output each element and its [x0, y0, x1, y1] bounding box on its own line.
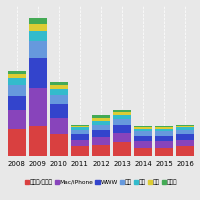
Bar: [134, 136, 152, 141]
Bar: [155, 148, 173, 156]
Bar: [134, 141, 152, 148]
Bar: [113, 115, 131, 119]
Bar: [29, 88, 47, 126]
Bar: [92, 130, 110, 137]
Bar: [92, 137, 110, 145]
Bar: [155, 141, 173, 148]
Bar: [92, 115, 110, 118]
Bar: [113, 110, 131, 112]
Bar: [155, 131, 173, 136]
Bar: [50, 85, 68, 89]
Bar: [8, 85, 26, 96]
Bar: [71, 134, 89, 140]
Bar: [50, 95, 68, 104]
Bar: [71, 126, 89, 127]
Bar: [176, 125, 194, 126]
Bar: [176, 130, 194, 134]
Bar: [8, 78, 26, 85]
Bar: [8, 129, 26, 156]
Bar: [92, 125, 110, 130]
Bar: [8, 96, 26, 110]
Bar: [29, 31, 47, 41]
Bar: [155, 127, 173, 129]
Bar: [134, 131, 152, 136]
Bar: [50, 118, 68, 134]
Bar: [113, 119, 131, 125]
Legend: ドラマ/テレビ, Mac/iPhone, WWW, 教育, 旅行, 音楽, ブログ: ドラマ/テレビ, Mac/iPhone, WWW, 教育, 旅行, 音楽, ブロ…: [22, 177, 180, 187]
Bar: [29, 18, 47, 24]
Bar: [155, 129, 173, 131]
Bar: [176, 146, 194, 156]
Bar: [50, 104, 68, 118]
Bar: [92, 121, 110, 125]
Bar: [50, 82, 68, 85]
Bar: [134, 129, 152, 131]
Bar: [29, 126, 47, 156]
Bar: [113, 112, 131, 115]
Bar: [134, 127, 152, 129]
Bar: [92, 118, 110, 121]
Bar: [8, 74, 26, 78]
Bar: [71, 146, 89, 156]
Bar: [176, 127, 194, 130]
Bar: [29, 24, 47, 31]
Bar: [71, 127, 89, 130]
Bar: [113, 133, 131, 142]
Bar: [71, 125, 89, 126]
Bar: [50, 89, 68, 95]
Bar: [50, 134, 68, 156]
Bar: [155, 126, 173, 127]
Bar: [71, 130, 89, 134]
Bar: [29, 58, 47, 88]
Bar: [113, 125, 131, 133]
Bar: [176, 134, 194, 140]
Bar: [155, 136, 173, 141]
Bar: [29, 41, 47, 58]
Bar: [176, 140, 194, 146]
Bar: [92, 145, 110, 156]
Bar: [134, 126, 152, 127]
Bar: [134, 148, 152, 156]
Bar: [113, 142, 131, 156]
Bar: [8, 71, 26, 74]
Bar: [8, 110, 26, 129]
Bar: [176, 126, 194, 127]
Bar: [71, 140, 89, 146]
